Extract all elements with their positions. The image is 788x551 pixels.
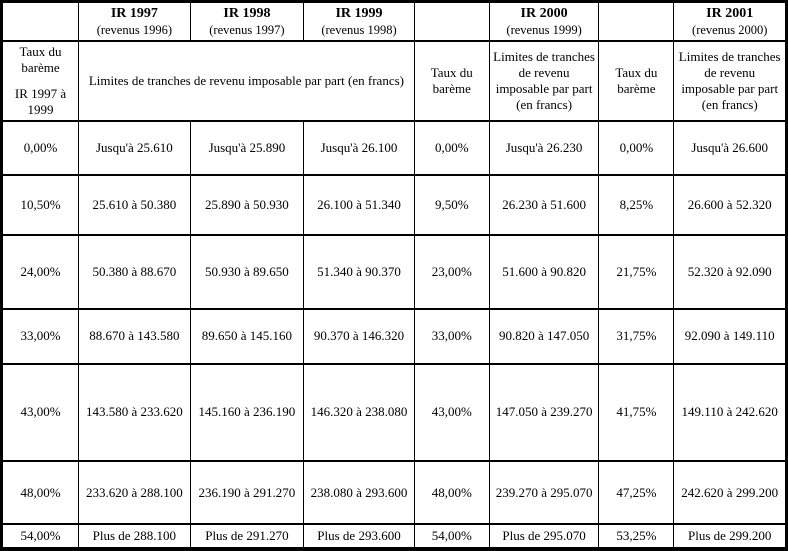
rate-cell: 47,25%: [598, 460, 675, 526]
rate-cell: 53,25%: [598, 523, 675, 550]
bracket-cell: Plus de 291.270: [189, 523, 305, 550]
rate-cell: 54,00%: [0, 523, 80, 550]
rate-cell: 48,00%: [413, 460, 490, 526]
rate-cell: 10,50%: [0, 174, 80, 237]
bracket-cell: 52.320 à 92.090: [673, 234, 787, 310]
taux-header-2000: Taux du barème: [413, 40, 490, 122]
limites-header-2000: Limites de tranches de revenu imposable …: [488, 40, 600, 122]
bracket-cell: 90.370 à 146.320: [303, 307, 415, 366]
year-title: IR 2000: [520, 6, 568, 22]
table-row: 54,00% Plus de 288.100 Plus de 291.270 P…: [0, 523, 787, 550]
bracket-cell: 92.090 à 149.110: [673, 307, 787, 366]
rate-cell: 24,00%: [0, 234, 80, 310]
limites-header-9799: Limites de tranches de revenu imposable …: [78, 40, 415, 122]
bracket-cell: Plus de 295.070: [488, 523, 600, 550]
empty-header-cell: [598, 0, 675, 43]
bracket-cell: 146.320 à 238.080: [303, 363, 415, 463]
bracket-cell: 88.670 à 143.580: [78, 307, 191, 366]
bracket-cell: 149.110 à 242.620: [673, 363, 787, 463]
header-row-descriptions: Taux du barème IR 1997 à 1999 Limites de…: [0, 40, 787, 122]
year-title: IR 1999: [335, 6, 383, 22]
rate-cell: 48,00%: [0, 460, 80, 526]
year-subtitle: (revenus 1996): [96, 22, 173, 37]
table-row: 0,00% Jusqu'à 25.610 Jusqu'à 25.890 Jusq…: [0, 119, 787, 177]
bracket-cell: 147.050 à 239.270: [488, 363, 600, 463]
year-subtitle: (revenus 1999): [506, 22, 582, 37]
bracket-cell: Jusqu'à 26.230: [488, 119, 600, 177]
year-header-ir1997: IR 1997 (revenus 1996): [78, 0, 191, 43]
rate-cell: 21,75%: [598, 234, 675, 310]
empty-header-cell: [413, 0, 490, 43]
rate-cell: 33,00%: [413, 307, 490, 366]
empty-corner-cell: [0, 0, 80, 43]
bracket-cell: 50.380 à 88.670: [78, 234, 191, 310]
year-title: IR 2001: [706, 6, 754, 22]
bracket-cell: 25.610 à 50.380: [78, 174, 191, 237]
bracket-cell: 25.890 à 50.930: [189, 174, 305, 237]
table-row: 33,00% 88.670 à 143.580 89.650 à 145.160…: [0, 307, 787, 366]
limites-header-2001: Limites de tranches de revenu imposable …: [673, 40, 787, 122]
bracket-cell: 89.650 à 145.160: [189, 307, 305, 366]
header-row-years: IR 1997 (revenus 1996) IR 1998 (revenus …: [0, 0, 787, 43]
year-title: IR 1998: [223, 6, 271, 22]
year-subtitle: (revenus 2000): [692, 22, 768, 37]
bracket-cell: Plus de 288.100: [78, 523, 191, 550]
bracket-cell: Jusqu'à 26.600: [673, 119, 787, 177]
bracket-cell: 145.160 à 236.190: [189, 363, 305, 463]
bracket-cell: 26.600 à 52.320: [673, 174, 787, 237]
taux-header-9799: Taux du barème IR 1997 à 1999: [0, 40, 80, 122]
rate-cell: 41,75%: [598, 363, 675, 463]
rate-cell: 0,00%: [598, 119, 675, 177]
year-subtitle: (revenus 1997): [209, 22, 285, 37]
bracket-cell: 51.340 à 90.370: [303, 234, 415, 310]
year-header-ir2001: IR 2001 (revenus 2000): [673, 0, 787, 43]
bracket-cell: 143.580 à 233.620: [78, 363, 191, 463]
rate-cell: 0,00%: [0, 119, 80, 177]
rate-cell: 33,00%: [0, 307, 80, 366]
year-header-ir1998: IR 1998 (revenus 1997): [189, 0, 305, 43]
rate-cell: 9,50%: [413, 174, 490, 237]
taux-years-label: IR 1997 à 1999: [14, 85, 67, 117]
taux-header-2001: Taux du barème: [598, 40, 675, 122]
rate-cell: 0,00%: [413, 119, 490, 177]
bracket-cell: 90.820 à 147.050: [488, 307, 600, 366]
bracket-cell: 26.100 à 51.340: [303, 174, 415, 237]
taux-label: Taux du barème: [19, 44, 62, 76]
rate-cell: 31,75%: [598, 307, 675, 366]
bracket-cell: 233.620 à 288.100: [78, 460, 191, 526]
year-title: IR 1997: [110, 6, 158, 22]
rate-cell: 23,00%: [413, 234, 490, 310]
bracket-cell: 238.080 à 293.600: [303, 460, 415, 526]
table-row: 48,00% 233.620 à 288.100 236.190 à 291.2…: [0, 460, 787, 526]
rate-cell: 43,00%: [413, 363, 490, 463]
rate-cell: 43,00%: [0, 363, 80, 463]
year-header-ir2000: IR 2000 (revenus 1999): [488, 0, 600, 43]
bracket-cell: Jusqu'à 25.610: [78, 119, 191, 177]
rate-cell: 8,25%: [598, 174, 675, 237]
bracket-cell: 236.190 à 291.270: [189, 460, 305, 526]
bracket-cell: 50.930 à 89.650: [189, 234, 305, 310]
bracket-cell: Jusqu'à 26.100: [303, 119, 415, 177]
rate-cell: 54,00%: [413, 523, 490, 550]
table-row: 10,50% 25.610 à 50.380 25.890 à 50.930 2…: [0, 174, 787, 237]
bracket-cell: 26.230 à 51.600: [488, 174, 600, 237]
year-header-ir1999: IR 1999 (revenus 1998): [303, 0, 415, 43]
bracket-cell: Plus de 293.600: [303, 523, 415, 550]
year-subtitle: (revenus 1998): [321, 22, 397, 37]
table-row: 43,00% 143.580 à 233.620 145.160 à 236.1…: [0, 363, 787, 463]
bracket-cell: 242.620 à 299.200: [673, 460, 787, 526]
bracket-cell: Plus de 299.200: [673, 523, 787, 550]
bracket-cell: 239.270 à 295.070: [488, 460, 600, 526]
bracket-cell: Jusqu'à 25.890: [189, 119, 305, 177]
bracket-cell: 51.600 à 90.820: [488, 234, 600, 310]
table-row: 24,00% 50.380 à 88.670 50.930 à 89.650 5…: [0, 234, 787, 310]
